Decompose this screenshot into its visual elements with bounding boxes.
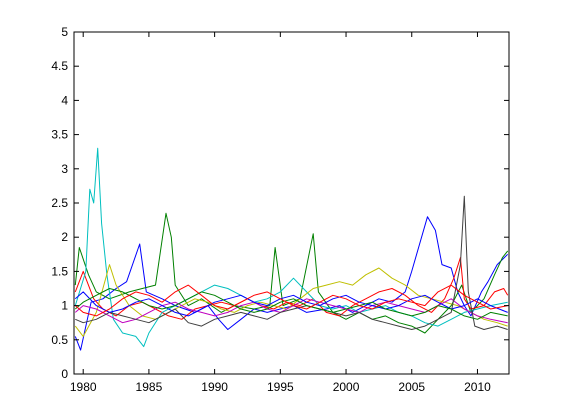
series-line-1 xyxy=(74,216,509,351)
x-tick-label: 2005 xyxy=(398,380,425,394)
y-tick-label: 3 xyxy=(61,162,68,176)
series-layer xyxy=(74,147,509,351)
x-tick-label: 2010 xyxy=(464,380,491,394)
y-tick-label: 5 xyxy=(61,25,68,39)
x-axis-ticks: 1980 1985 1990 1995 2000 2005 2010 xyxy=(70,32,491,394)
series-line-10 xyxy=(74,284,508,317)
x-tick-label: 2000 xyxy=(333,380,360,394)
x-tick-label: 1985 xyxy=(136,380,163,394)
series-line-9 xyxy=(74,288,508,320)
x-tick-label: 1995 xyxy=(267,380,294,394)
y-tick-label: 3.5 xyxy=(51,128,68,142)
y-tick-label: 1.5 xyxy=(51,264,68,278)
y-tick-label: 4 xyxy=(61,93,68,107)
y-tick-label: 0 xyxy=(61,367,68,381)
x-tick-label: 1990 xyxy=(201,380,228,394)
x-tick-label: 1980 xyxy=(70,380,97,394)
y-tick-label: 4.5 xyxy=(51,59,68,73)
y-tick-label: 0.5 xyxy=(51,333,68,347)
y-axis-ticks: 0 0.5 1 1.5 2 2.5 3 3.5 4 4.5 5 xyxy=(51,25,509,381)
y-tick-label: 1 xyxy=(61,299,68,313)
y-tick-label: 2.5 xyxy=(51,196,68,210)
y-tick-label: 2 xyxy=(61,230,68,244)
